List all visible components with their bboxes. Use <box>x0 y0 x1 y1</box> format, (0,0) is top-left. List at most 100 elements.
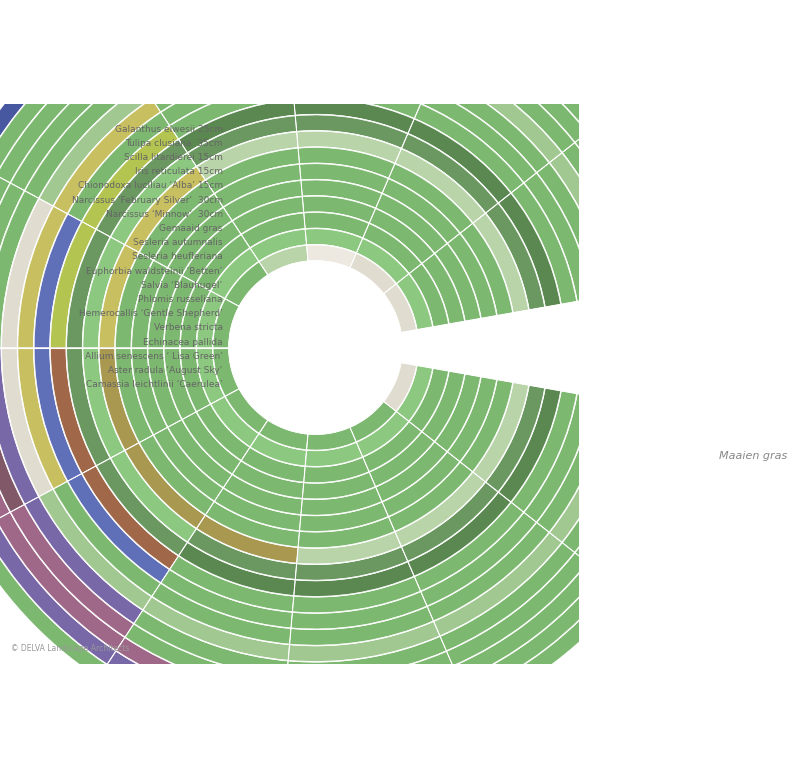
Wedge shape <box>588 123 672 287</box>
Wedge shape <box>356 239 408 283</box>
Wedge shape <box>181 348 210 412</box>
Wedge shape <box>295 115 408 148</box>
Wedge shape <box>170 84 293 139</box>
Wedge shape <box>197 235 250 291</box>
Text: Hemerocallis ‘Gentle Shepherd’: Hemerocallis ‘Gentle Shepherd’ <box>79 310 223 318</box>
Wedge shape <box>225 389 268 433</box>
Wedge shape <box>473 382 528 482</box>
Wedge shape <box>179 542 295 595</box>
Wedge shape <box>550 399 625 542</box>
Wedge shape <box>125 167 205 252</box>
Wedge shape <box>350 402 396 442</box>
Wedge shape <box>305 229 362 253</box>
Wedge shape <box>197 348 224 404</box>
Wedge shape <box>140 435 214 515</box>
Wedge shape <box>422 253 465 324</box>
Wedge shape <box>382 452 460 516</box>
Wedge shape <box>287 637 446 677</box>
Wedge shape <box>298 147 395 178</box>
Wedge shape <box>524 394 592 522</box>
Wedge shape <box>82 466 178 569</box>
Wedge shape <box>0 184 25 348</box>
Wedge shape <box>370 432 434 486</box>
Wedge shape <box>600 411 688 583</box>
Wedge shape <box>440 45 574 153</box>
Wedge shape <box>301 180 382 208</box>
Wedge shape <box>389 462 473 531</box>
Wedge shape <box>83 237 125 348</box>
Wedge shape <box>486 204 545 310</box>
Wedge shape <box>408 119 511 203</box>
Wedge shape <box>125 2 287 71</box>
Wedge shape <box>447 377 496 462</box>
Wedge shape <box>300 164 389 193</box>
Wedge shape <box>125 443 205 528</box>
Wedge shape <box>0 520 116 664</box>
Wedge shape <box>205 148 300 194</box>
Wedge shape <box>384 362 416 411</box>
Wedge shape <box>376 194 447 253</box>
Wedge shape <box>54 99 160 214</box>
Text: Sesleria heufleriana: Sesleria heufleriana <box>132 253 223 261</box>
Wedge shape <box>225 262 268 306</box>
Wedge shape <box>68 113 170 221</box>
Wedge shape <box>486 386 545 492</box>
Text: Iris reticulata 15cm: Iris reticulata 15cm <box>135 167 223 177</box>
Wedge shape <box>107 0 284 44</box>
Wedge shape <box>287 18 446 58</box>
Wedge shape <box>440 543 574 650</box>
Wedge shape <box>215 488 301 531</box>
Wedge shape <box>415 502 523 591</box>
Wedge shape <box>251 434 307 466</box>
Wedge shape <box>40 85 151 206</box>
Wedge shape <box>293 82 420 118</box>
Wedge shape <box>294 561 414 596</box>
Text: Euphorbia waldsteinii ‘Betten’: Euphorbia waldsteinii ‘Betten’ <box>86 266 223 276</box>
Wedge shape <box>459 0 613 122</box>
Wedge shape <box>409 264 449 327</box>
Wedge shape <box>0 528 107 677</box>
Wedge shape <box>0 191 39 348</box>
Wedge shape <box>575 133 657 290</box>
Wedge shape <box>82 126 178 229</box>
Wedge shape <box>550 153 625 296</box>
Wedge shape <box>295 547 408 580</box>
Wedge shape <box>18 348 67 488</box>
Wedge shape <box>111 154 197 244</box>
Wedge shape <box>285 651 453 694</box>
Wedge shape <box>241 213 305 248</box>
Wedge shape <box>370 209 434 263</box>
Wedge shape <box>211 396 259 447</box>
Wedge shape <box>143 35 289 98</box>
Wedge shape <box>285 2 453 44</box>
Wedge shape <box>213 348 239 396</box>
Wedge shape <box>511 391 577 512</box>
Text: Camassia leichtlinii ‘Caerulea’: Camassia leichtlinii ‘Caerulea’ <box>86 380 223 389</box>
Wedge shape <box>197 515 298 563</box>
Wedge shape <box>293 577 420 613</box>
Wedge shape <box>421 89 536 183</box>
Wedge shape <box>613 102 705 282</box>
Wedge shape <box>224 475 302 515</box>
Wedge shape <box>251 230 307 261</box>
Wedge shape <box>434 59 561 163</box>
Wedge shape <box>562 143 641 293</box>
Wedge shape <box>232 461 304 498</box>
Wedge shape <box>302 197 375 223</box>
Wedge shape <box>356 412 408 456</box>
Wedge shape <box>302 472 375 498</box>
Wedge shape <box>409 369 449 432</box>
Wedge shape <box>289 50 434 88</box>
Wedge shape <box>164 348 196 419</box>
Wedge shape <box>197 291 224 348</box>
Wedge shape <box>511 183 577 304</box>
Wedge shape <box>284 0 459 29</box>
Wedge shape <box>384 284 416 333</box>
Wedge shape <box>168 207 232 276</box>
Text: Verbena stricta: Verbena stricta <box>154 323 223 333</box>
Wedge shape <box>291 591 427 629</box>
Wedge shape <box>224 180 302 220</box>
Text: Narcissus ‘February Silver’  30cm: Narcissus ‘February Silver’ 30cm <box>71 196 223 205</box>
Wedge shape <box>537 163 608 299</box>
Wedge shape <box>288 621 440 661</box>
